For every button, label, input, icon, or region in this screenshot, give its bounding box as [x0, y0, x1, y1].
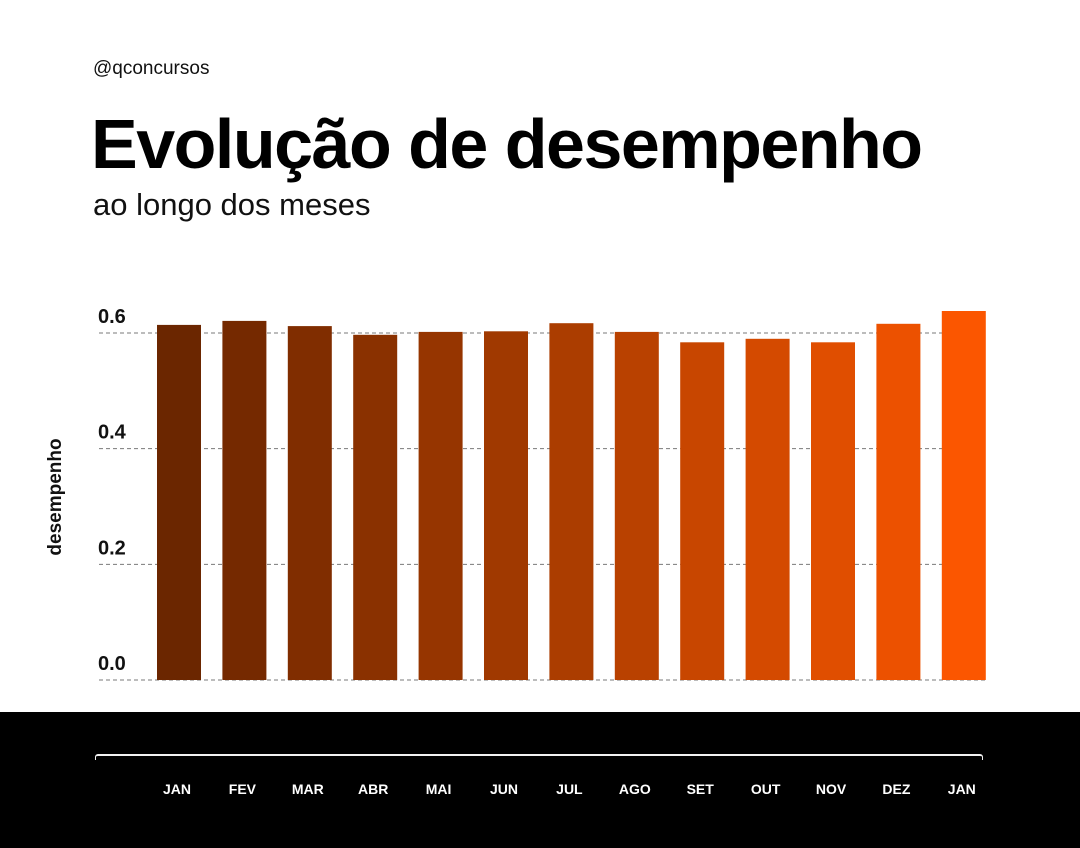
x-axis-band	[0, 712, 1080, 848]
y-tick-label: 0.4	[98, 422, 127, 444]
bar-jun	[484, 331, 528, 680]
x-tick-label: JUN	[489, 781, 519, 797]
x-tick-label: OUT	[750, 781, 781, 797]
x-tick-label: JAN	[162, 781, 192, 797]
y-tick-label: 0.0	[98, 653, 126, 675]
y-tick-label: 0.2	[98, 537, 126, 559]
x-tick-label: MAI	[425, 781, 452, 797]
chart-subtitle: ao longo dos meses	[93, 187, 371, 222]
bar-fev	[222, 320, 267, 680]
bar-jan-next	[941, 311, 986, 680]
bar-jan	[157, 324, 201, 680]
bar-set	[680, 342, 725, 680]
bar-mar	[287, 326, 332, 680]
bar-nov	[811, 342, 855, 680]
x-tick-label: FEV	[228, 781, 257, 797]
x-tick-label: MAR	[291, 781, 324, 797]
bar-out	[745, 338, 790, 680]
bar-chart: 0.0 0.2 0.4 0.6	[98, 306, 986, 681]
x-tick-label: NOV	[815, 781, 847, 797]
x-tick-label: JAN	[947, 781, 976, 797]
bar-abr	[353, 334, 398, 680]
y-tick-label: 0.6	[98, 306, 126, 328]
bar-jul	[549, 323, 594, 680]
x-tick-label: JUL	[556, 781, 583, 797]
y-axis-label: desempenho	[45, 438, 66, 556]
chart-title: Evolução de desempenho	[91, 105, 923, 183]
bar-mai	[418, 331, 463, 680]
x-tick-label: AGO	[618, 781, 651, 797]
account-handle: @qconcursos	[93, 58, 210, 79]
bar-dez	[876, 323, 921, 680]
x-tick-label: DEZ	[882, 781, 911, 797]
x-tick-label: SET	[686, 781, 714, 797]
bar-ago	[614, 331, 659, 680]
x-tick-label: ABR	[358, 781, 389, 797]
x-axis-line	[95, 754, 983, 760]
